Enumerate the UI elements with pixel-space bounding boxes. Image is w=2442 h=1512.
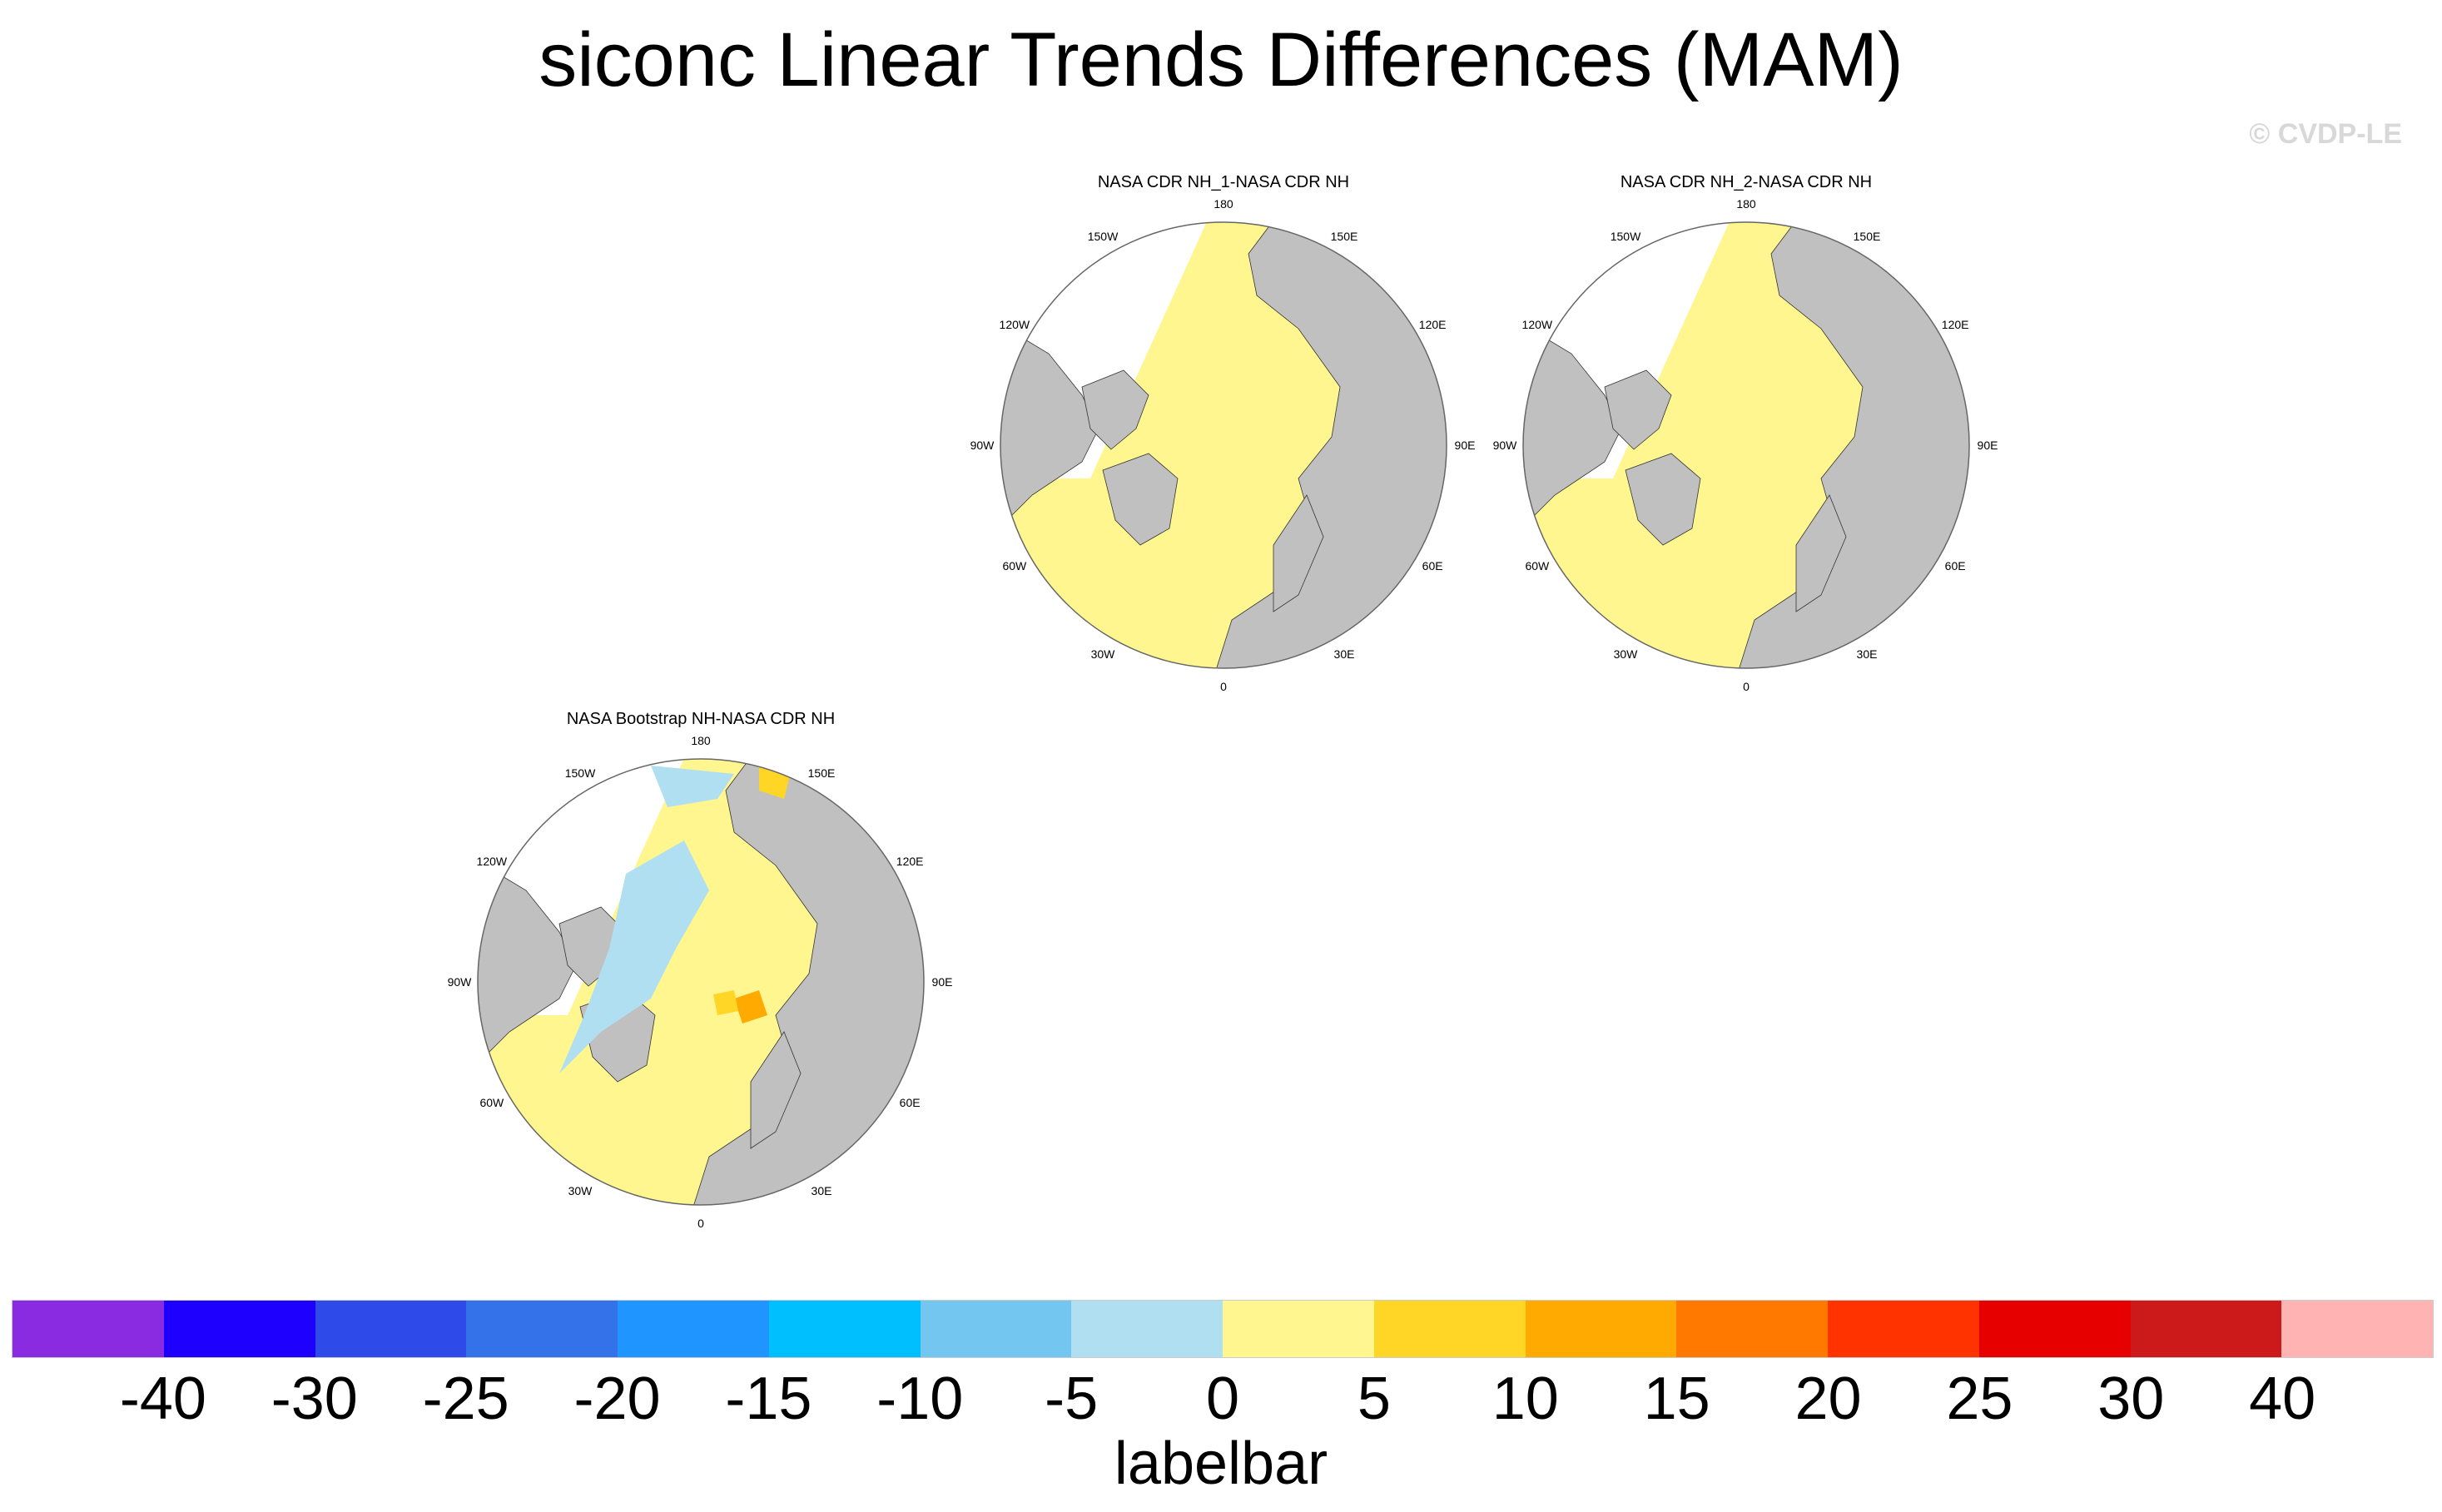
labelbar-tick-label: 15	[1643, 1366, 1710, 1432]
labelbar-box	[2281, 1301, 2433, 1357]
labelbar-box	[1978, 1301, 2131, 1357]
land-mass	[478, 865, 577, 1074]
labelbar-tick-label: 0	[1205, 1366, 1240, 1432]
longitude-label: 150W	[564, 766, 596, 780]
polar-stereographic-map	[1522, 221, 1970, 669]
map-panel-3: NASA Bootstrap NH-NASA CDR NH 180 150E 120…	[434, 703, 967, 1236]
color-labelbar	[12, 1300, 2434, 1358]
labelbar-box	[1373, 1301, 1526, 1357]
land-mass	[1523, 328, 1622, 538]
labelbar-tick-label: -5	[1045, 1366, 1099, 1432]
panel-title: NASA CDR NH_2-NASA CDR NH	[1620, 173, 1873, 191]
labelbar-tick-label: 25	[1946, 1366, 2013, 1432]
map-panel-1: NASA CDR NH_1-NASA CDR NH 180 150E 120E 90E…	[957, 166, 1490, 699]
labelbar-tick-label: -40	[119, 1366, 206, 1432]
longitude-label: 180	[691, 734, 711, 747]
longitude-label: 30E	[811, 1184, 832, 1198]
labelbar-tick-label: 30	[2097, 1366, 2165, 1432]
longitude-label: 120E	[1941, 318, 1969, 331]
anomaly-region	[734, 990, 767, 1024]
longitude-label: 90E	[1977, 439, 1998, 452]
anomaly-region	[651, 766, 734, 807]
labelbar-tick-label: -20	[573, 1366, 661, 1432]
labelbar-tick-label: -15	[725, 1366, 812, 1432]
labelbar-tick-label: -10	[876, 1366, 964, 1432]
longitude-label: 0	[1743, 680, 1750, 693]
longitude-label: 120E	[896, 855, 924, 868]
polar-stereographic-map	[477, 758, 925, 1206]
labelbar-tick-label: -30	[271, 1366, 358, 1432]
labelbar-title: labelbar	[1114, 1430, 1328, 1497]
labelbar-box	[1071, 1301, 1223, 1357]
labelbar-box	[618, 1301, 769, 1357]
anomaly-region	[559, 840, 709, 1073]
land-mass	[1625, 453, 1701, 546]
land-mass	[1604, 369, 1672, 450]
map-border	[477, 758, 925, 1206]
longitude-label: 150E	[807, 766, 836, 780]
labelbar-tick-label: 40	[2249, 1366, 2316, 1432]
longitude-label: 150E	[1330, 229, 1358, 243]
labelbar-box	[1828, 1301, 1979, 1357]
anomaly-region	[713, 990, 738, 1015]
labelbar-tick-label: 20	[1794, 1366, 1862, 1432]
longitude-label: 90W	[1492, 439, 1517, 452]
labelbar-box	[768, 1301, 921, 1357]
longitude-label: 30E	[1856, 647, 1878, 662]
labelbar-box	[920, 1301, 1072, 1357]
labelbar-box	[2130, 1301, 2282, 1357]
labelbar-box	[1676, 1301, 1828, 1357]
longitude-label: 90W	[447, 975, 472, 989]
longitude-label: 0	[697, 1217, 704, 1230]
longitude-label: 150W	[1087, 229, 1119, 243]
map-border	[1000, 221, 1447, 669]
longitude-label: 0	[1220, 680, 1227, 693]
copyright-watermark: © CVDP-LE	[2249, 118, 2402, 150]
land-mass	[1000, 328, 1099, 538]
land-mass	[1795, 494, 1847, 612]
polar-stereographic-map	[1000, 221, 1447, 669]
longitude-label: 180	[1214, 197, 1233, 211]
labelbar-box	[315, 1301, 467, 1357]
longitude-label: 120E	[1418, 318, 1447, 331]
longitude-label: 30E	[1333, 647, 1355, 662]
longitude-label: 60E	[1944, 559, 1966, 573]
longitude-label: 30W	[1613, 647, 1638, 662]
land-mass	[1102, 453, 1179, 546]
labelbar-box	[466, 1301, 618, 1357]
longitude-label: 60W	[1525, 559, 1550, 573]
land-mass	[1273, 494, 1324, 612]
longitude-label: 90W	[970, 439, 995, 452]
land-mass	[1081, 369, 1149, 450]
map-border	[1522, 221, 1970, 669]
longitude-label: 60W	[1002, 559, 1027, 573]
longitude-label: 120W	[999, 318, 1030, 331]
panel-title: NASA CDR NH_1-NASA CDR NH	[1097, 173, 1350, 191]
longitude-label: 30W	[1090, 647, 1115, 662]
map-panel-2: NASA CDR NH_2-NASA CDR NH 180 150E 120E 90E…	[1480, 166, 2013, 699]
labelbar-tick-label: 5	[1357, 1366, 1391, 1432]
figure-title: siconc Linear Trends Differences (MAM)	[539, 17, 1903, 102]
longitude-label: 60W	[479, 1096, 504, 1109]
labelbar-box	[1525, 1301, 1677, 1357]
longitude-label: 180	[1736, 197, 1756, 211]
longitude-label: 120W	[476, 855, 508, 868]
longitude-label: 90E	[931, 975, 953, 989]
labelbar-box	[12, 1301, 164, 1357]
longitude-label: 60E	[1422, 559, 1443, 573]
labelbar-box	[163, 1301, 315, 1357]
labelbar-box	[1223, 1301, 1374, 1357]
labelbar-tick-label: -25	[422, 1366, 509, 1432]
longitude-label: 120W	[1521, 318, 1553, 331]
longitude-label: 60E	[899, 1096, 921, 1109]
land-mass	[750, 1031, 802, 1149]
longitude-label: 30W	[568, 1184, 593, 1198]
longitude-label: 150E	[1853, 229, 1881, 243]
labelbar-tick-label: 10	[1492, 1366, 1559, 1432]
panel-title: NASA Bootstrap NH-NASA CDR NH	[566, 710, 836, 728]
longitude-label: 150W	[1610, 229, 1641, 243]
longitude-label: 90E	[1454, 439, 1476, 452]
